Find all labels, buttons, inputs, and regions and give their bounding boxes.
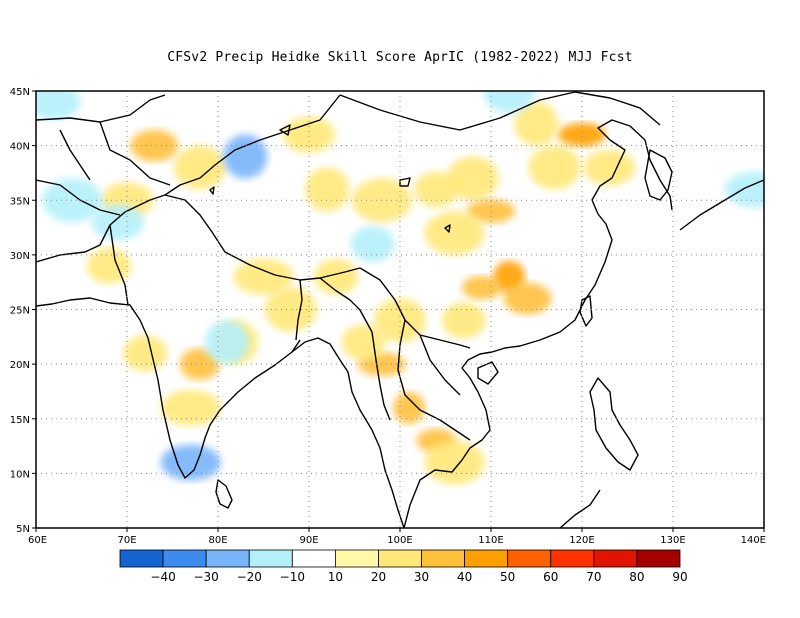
- se-asia-borders: [359, 267, 471, 441]
- bay-of-bengal-coastline: [291, 337, 405, 528]
- lon-tick-label: 120E: [569, 535, 594, 546]
- skill-patch: [514, 101, 559, 146]
- skill-patch: [558, 122, 606, 147]
- colorbar-label: 10: [328, 570, 343, 584]
- hainan-outline: [477, 361, 499, 385]
- east-china-coastline: [591, 119, 673, 215]
- lat-tick-label: 35N: [10, 196, 30, 207]
- skill-patch: [583, 149, 636, 186]
- skill-patch: [393, 391, 426, 424]
- skill-patch: [446, 156, 499, 201]
- skill-patch: [36, 91, 81, 120]
- skill-patch: [305, 167, 350, 212]
- colorbar-label: 30: [414, 570, 429, 584]
- skill-patch: [350, 225, 395, 262]
- colorbar-label: −40: [150, 570, 175, 584]
- lat-tick-label: 15N: [10, 415, 30, 426]
- colorbar-swatch: [464, 549, 509, 568]
- coastlines-and-borders: [36, 91, 764, 528]
- skill-patch: [179, 348, 220, 381]
- skill-patch: [86, 247, 131, 284]
- philippines-outline: [589, 377, 639, 471]
- skill-patch: [724, 171, 764, 208]
- lon-tick-label: 80E: [208, 535, 227, 546]
- colorbar-label: 80: [629, 570, 644, 584]
- skill-patch: [424, 440, 485, 485]
- lon-tick-label: 110E: [478, 535, 503, 546]
- colorbar-swatch: [291, 549, 336, 568]
- colorbar-label: 50: [500, 570, 515, 584]
- lon-tick-label: 140E: [741, 535, 766, 546]
- colorbar-swatch: [593, 549, 638, 568]
- map-title: CFSv2 Precip Heidke Skill Score AprIC (1…: [167, 50, 633, 65]
- lat-tick-label: 40N: [10, 142, 30, 153]
- lon-tick-label: 130E: [660, 535, 685, 546]
- skill-patch: [264, 287, 317, 332]
- skill-patch: [42, 178, 103, 223]
- colorbar-swatch: [334, 549, 379, 568]
- colorbar-swatch: [162, 549, 207, 568]
- skill-patch: [123, 335, 168, 372]
- skill-patch: [461, 275, 502, 300]
- lon-tick-label: 70E: [117, 535, 136, 546]
- lat-tick-label: 5N: [16, 524, 30, 535]
- skill-patch: [283, 116, 335, 153]
- colorbar-label: 40: [457, 570, 472, 584]
- colorbar-swatch: [421, 549, 466, 568]
- skill-patch: [503, 282, 552, 315]
- skill-patch: [424, 211, 485, 256]
- lat-tick-label: 10N: [10, 469, 30, 480]
- axis-ticks: 60E 70E 80E 90E 100E 110E 120E 130E 140E 5N 10N 15N…: [10, 87, 766, 546]
- china-inner-lines: [209, 124, 451, 233]
- tibet-border: [164, 94, 341, 196]
- korea-outline: [644, 149, 673, 201]
- india-coastline: [36, 297, 301, 479]
- colorbar-label: −30: [193, 570, 218, 584]
- colorbar-swatch: [636, 549, 681, 568]
- lat-tick-label: 20N: [10, 360, 30, 371]
- skill-patch: [341, 324, 386, 361]
- indochina-coastline: [403, 213, 613, 528]
- borneo-outline: [559, 489, 601, 528]
- skill-patch: [441, 302, 486, 339]
- lat-tick-label: 30N: [10, 251, 30, 262]
- colorbar-swatch: [378, 549, 422, 568]
- lon-tick-label: 90E: [299, 535, 318, 546]
- skill-patch: [205, 320, 250, 365]
- colorbar-label: 60: [543, 570, 558, 584]
- colorbar-label: 20: [371, 570, 386, 584]
- skill-patch: [160, 444, 221, 481]
- skill-shading: [36, 91, 764, 485]
- colorbar-label: −20: [237, 570, 262, 584]
- myanmar-border: [371, 331, 391, 421]
- south-asia-borders: [36, 194, 373, 341]
- colorbar-swatch: [507, 549, 552, 568]
- colorbar-swatch: [119, 549, 164, 568]
- sri-lanka-outline: [215, 479, 233, 509]
- skill-patch: [233, 258, 294, 295]
- colorbar-label: −10: [280, 570, 305, 584]
- central-asia-borders: [36, 94, 171, 216]
- skill-patch: [91, 204, 144, 241]
- skill-patch: [160, 389, 221, 426]
- colorbar-swatch: [248, 549, 293, 568]
- japan-outline: [679, 179, 764, 231]
- lon-tick-label: 100E: [387, 535, 412, 546]
- lat-tick-label: 45N: [10, 87, 30, 98]
- skill-patch: [528, 145, 581, 190]
- colorbar-label: 70: [586, 570, 601, 584]
- lon-tick-label: 60E: [28, 535, 47, 546]
- lat-tick-label: 25N: [10, 306, 30, 317]
- skill-patch: [223, 134, 268, 179]
- colorbar-swatch: [550, 549, 595, 568]
- skill-patch: [130, 129, 179, 162]
- skill-patch: [173, 145, 226, 190]
- colorbar-label: 90: [672, 570, 687, 584]
- colorbar-swatch: [205, 549, 250, 568]
- colorbar: −40 −30 −20 −10 10 20 30 40 50 60 70 80 90: [119, 549, 688, 584]
- taiwan-outline: [579, 295, 593, 327]
- skill-patch: [314, 258, 359, 295]
